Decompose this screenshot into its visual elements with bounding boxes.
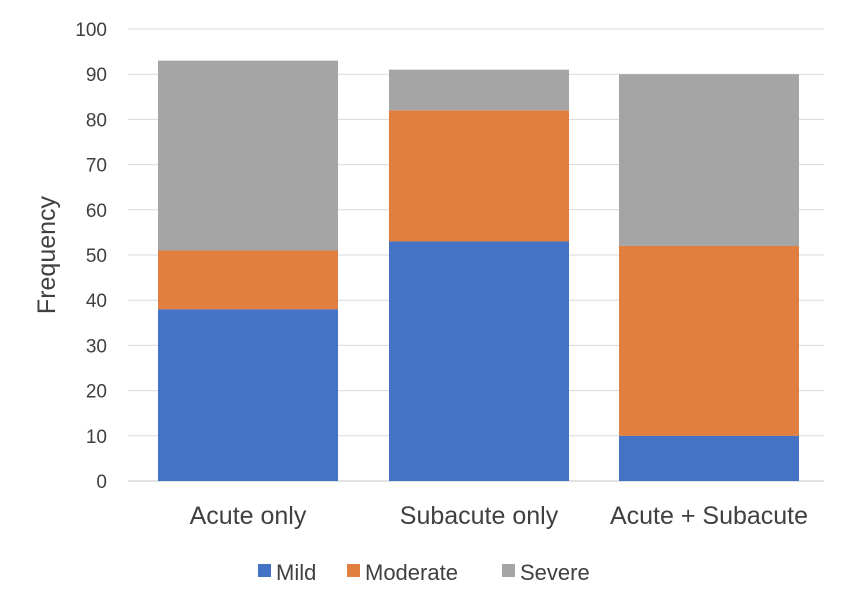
- y-tick-label-30: 30: [86, 336, 107, 357]
- bar-moderate-1: [389, 110, 569, 242]
- legend-swatch-severe: [502, 564, 515, 577]
- x-axis-category-labels: Acute only Subacute only Acute + Subacute: [190, 502, 808, 530]
- y-tick-label-80: 80: [86, 110, 107, 131]
- y-axis-title: Frequency: [33, 195, 61, 314]
- bar-mild-2: [619, 435, 799, 481]
- bar-moderate-0: [158, 250, 338, 310]
- legend: Mild Moderate Severe: [258, 560, 590, 585]
- y-tick-label-60: 60: [86, 201, 107, 222]
- bar-mild-0: [158, 309, 338, 481]
- y-axis-tick-labels: 0 10 20 30 40 50 60 70 80 90 100: [75, 20, 107, 493]
- y-tick-label-10: 10: [86, 427, 107, 448]
- bar-severe-0: [158, 60, 338, 251]
- legend-label-moderate: Moderate: [365, 560, 458, 585]
- legend-swatch-mild: [258, 564, 271, 577]
- y-tick-label-0: 0: [96, 472, 107, 493]
- bar-severe-1: [389, 69, 569, 111]
- y-tick-label-20: 20: [86, 382, 107, 403]
- y-tick-label-40: 40: [86, 291, 107, 312]
- x-category-label-2: Acute + Subacute: [610, 502, 808, 530]
- x-category-label-0: Acute only: [190, 502, 307, 530]
- legend-swatch-moderate: [347, 564, 360, 577]
- legend-label-severe: Severe: [520, 560, 590, 585]
- bars: [158, 60, 799, 481]
- legend-label-mild: Mild: [276, 560, 316, 585]
- y-tick-label-90: 90: [86, 65, 107, 86]
- bar-mild-1: [389, 241, 569, 481]
- y-tick-label-50: 50: [86, 246, 107, 267]
- bar-moderate-2: [619, 245, 799, 436]
- bar-severe-2: [619, 74, 799, 246]
- y-tick-label-70: 70: [86, 156, 107, 177]
- x-category-label-1: Subacute only: [400, 502, 559, 530]
- y-tick-label-100: 100: [75, 20, 107, 41]
